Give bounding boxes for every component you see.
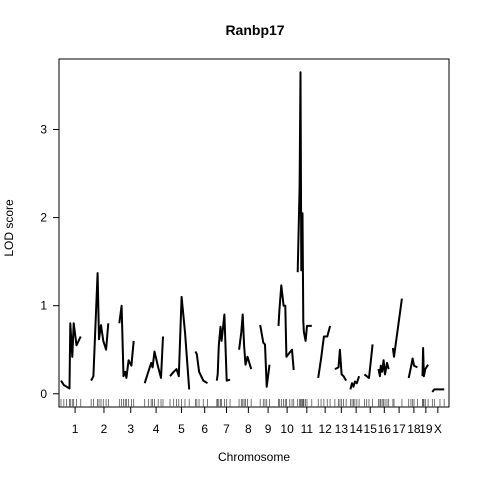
lod-line-chr17 (391, 298, 403, 358)
chart-title: Ranbp17 (225, 22, 284, 38)
x-tick-label: 3 (127, 422, 134, 436)
x-tick-label: 10 (280, 422, 294, 436)
lod-line-chr19 (421, 347, 429, 378)
x-tick-label: 9 (265, 422, 272, 436)
x-tick-label: 5 (178, 422, 185, 436)
lod-line-chr6 (194, 351, 209, 385)
plot-frame (58, 58, 450, 408)
lod-line-chr11 (296, 71, 312, 342)
lod-line-chr16 (377, 359, 390, 378)
marker-rug (60, 399, 445, 407)
x-tick-label: 16 (378, 422, 392, 436)
x-axis-label: Chromosome (218, 450, 290, 464)
lod-line-chr5 (169, 295, 191, 390)
y-tick-label: 2 (40, 211, 47, 225)
lod-line-chr2 (90, 272, 110, 382)
x-tick-label: 11 (301, 422, 314, 436)
y-axis-label: LOD score (2, 199, 16, 257)
x-tick-label: 8 (245, 422, 252, 436)
lod-line-chr18 (407, 357, 418, 379)
lod-line-chr12 (317, 325, 332, 379)
lod-line-chr13 (334, 348, 347, 382)
y-tick-label: 3 (40, 122, 47, 136)
x-tick-label: X (434, 422, 442, 436)
x-tick-label: 6 (201, 422, 208, 436)
lod-line-chr3 (118, 304, 135, 379)
x-tick-label: 15 (364, 422, 378, 436)
lod-line-chrX (431, 388, 445, 393)
lod-line-chr1 (60, 322, 82, 390)
lod-series (60, 71, 445, 393)
x-tick-label: 12 (318, 422, 332, 436)
x-tick-label: 4 (153, 422, 160, 436)
x-tick-label: 19 (419, 422, 433, 436)
x-tick-label: 17 (392, 422, 406, 436)
y-tick-label: 0 (40, 387, 47, 401)
x-tick-label: 2 (101, 422, 108, 436)
x-tick-label: 18 (407, 422, 421, 436)
lod-line-chr10 (277, 284, 295, 371)
x-tick-label: 7 (223, 422, 230, 436)
lod-line-chr14 (349, 375, 361, 390)
lod-line-chr9 (259, 324, 271, 388)
x-tick-label: 13 (335, 422, 349, 436)
x-tick-label: 1 (72, 422, 79, 436)
x-tick-label: 14 (349, 422, 363, 436)
lod-line-chr7 (215, 313, 231, 382)
lod-line-chr8 (238, 313, 253, 370)
y-axis: 0 1 2 3 (40, 122, 60, 401)
y-tick-label: 1 (40, 299, 47, 313)
lod-line-chr15 (363, 344, 374, 379)
lod-line-chr4 (143, 336, 164, 384)
